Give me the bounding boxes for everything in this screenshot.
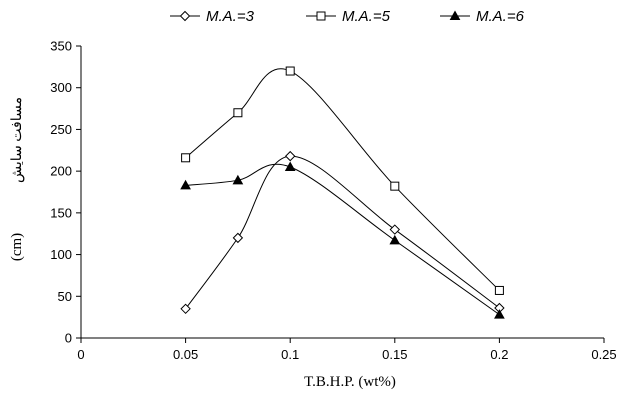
x-axis-label: T.B.H.P. (wt%) (304, 374, 396, 390)
data-point-triangle (180, 179, 191, 190)
data-point-triangle (494, 309, 505, 319)
data-point-square (181, 153, 191, 163)
legend-item: M.A.=5 (306, 8, 391, 25)
y-tick-label: 150 (50, 205, 72, 220)
data-point-triangle (232, 174, 244, 185)
y-tick-label: 350 (50, 39, 72, 54)
data-point-triangle (449, 10, 461, 20)
data-point-square (390, 181, 400, 191)
y-tick-label: 50 (58, 289, 72, 304)
x-tick-label: 0.15 (382, 347, 407, 362)
y-tick-label: 300 (50, 80, 72, 95)
y-tick-label: 200 (50, 164, 72, 179)
series-layer (180, 66, 505, 319)
y-tick-label: 250 (50, 122, 72, 137)
x-tick-label: 0 (77, 347, 84, 362)
series-line (185, 68, 500, 291)
data-point-square (285, 66, 295, 76)
legend-label: M.A.=5 (342, 8, 391, 25)
data-point-diamond (180, 303, 191, 315)
series-3 (180, 161, 505, 319)
data-point-diamond (389, 224, 401, 235)
x-tick-label: 0.05 (173, 347, 198, 362)
y-axis-label: (cm) (9, 233, 25, 261)
series-line (185, 155, 500, 310)
y-tick-label: 100 (50, 247, 72, 262)
legend: M.A.=3 M.A.=5 M.A.=6 (170, 8, 525, 25)
data-point-triangle (389, 234, 401, 245)
data-point-triangle (284, 161, 296, 171)
x-tick-label: 0.2 (490, 347, 508, 362)
legend-item: M.A.=3 (170, 8, 255, 25)
series-2 (181, 66, 504, 295)
data-point-square (316, 11, 326, 21)
data-point-square (494, 285, 504, 295)
y-tick-label: 0 (65, 331, 72, 346)
series-line (185, 163, 500, 316)
x-tick-label: 0.25 (591, 347, 616, 362)
data-point-square (233, 108, 243, 118)
data-point-diamond (232, 232, 244, 244)
legend-item: M.A.=6 (440, 8, 525, 25)
axis-labels: T.B.H.P. (wt%) (cm) مسافت سایش (9, 97, 396, 390)
data-point-diamond (179, 10, 191, 22)
y-axis-label-secondary: مسافت سایش (10, 97, 25, 183)
axes: 0 50 100 150 200 250 300 350 0 0.05 0.1 0.15 0.2 0.25 (50, 39, 616, 363)
legend-label: M.A.=3 (206, 8, 255, 25)
series-1 (180, 150, 505, 315)
legend-label: M.A.=6 (476, 8, 525, 25)
data-point-diamond (284, 150, 296, 162)
x-tick-label: 0.1 (281, 347, 299, 362)
